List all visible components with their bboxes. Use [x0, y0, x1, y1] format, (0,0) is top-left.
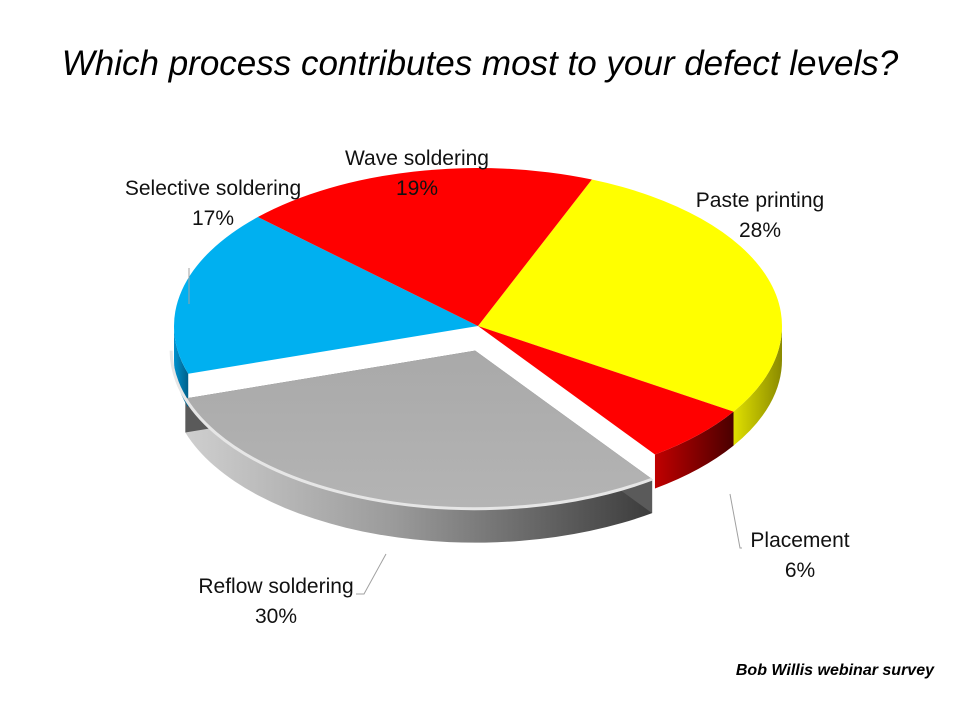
- slice-label-reflow-soldering: Reflow soldering 30%: [166, 572, 386, 632]
- pie-rim-highlight: [169, 350, 653, 511]
- slice-value: 28%: [738, 219, 782, 242]
- slice-name: Paste printing: [695, 189, 825, 212]
- slice-label-selective-soldering: Selective soldering 17%: [93, 174, 333, 234]
- leader-placement: [729, 493, 742, 549]
- pie-side-placement: [654, 411, 734, 489]
- leader-reflow-soldering: [356, 553, 387, 595]
- pie-slice-paste-printing: [478, 179, 782, 412]
- source-credit: Bob Willis webinar survey: [735, 662, 934, 679]
- slice-label-paste-printing: Paste printing 28%: [660, 186, 860, 246]
- pie-side-selective-soldering: [174, 326, 189, 408]
- pie-slice-selective-soldering: [173, 217, 478, 374]
- slice-name: Wave soldering: [345, 147, 489, 170]
- slice-value: 30%: [254, 605, 298, 628]
- slice-name: Placement: [750, 529, 850, 552]
- pie-slice-wave-soldering: [257, 168, 592, 326]
- slice-label-wave-soldering: Wave soldering 19%: [317, 144, 517, 204]
- slice-value: 19%: [395, 177, 439, 200]
- slice-name: Selective soldering: [124, 177, 302, 200]
- pie-side-paste-printing: [733, 326, 782, 446]
- pie-slice-reflow-soldering: [185, 350, 653, 509]
- pie-slice-placement: [478, 326, 734, 455]
- slice-label-placement: Placement 6%: [730, 526, 870, 586]
- slice-value: 6%: [784, 559, 816, 582]
- chart-title: Which process contributes most to your d…: [61, 44, 899, 83]
- slice-value: 17%: [191, 207, 235, 230]
- slice-name: Reflow soldering: [198, 575, 354, 598]
